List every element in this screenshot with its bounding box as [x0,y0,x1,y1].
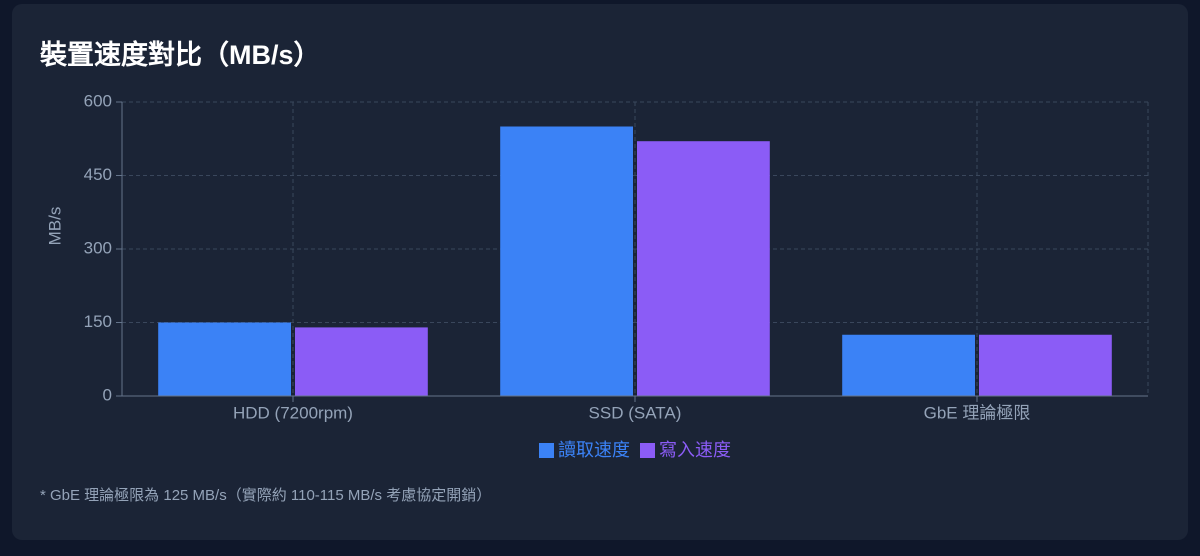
legend-label: 讀取速度 [558,440,630,460]
bar [500,126,633,396]
bar [637,141,770,396]
x-tick-label: GbE 理論極限 [924,403,1031,422]
y-tick-label: 150 [84,312,112,331]
y-tick-label: 0 [103,385,112,404]
bar [295,327,428,396]
x-tick-label: HDD (7200rpm) [233,403,353,422]
x-tick-label: SSD (SATA) [589,403,682,422]
y-tick-label: 300 [84,238,112,257]
legend-swatch [640,443,655,458]
y-tick-label: 450 [84,165,112,184]
footnote: * GbE 理論極限為 125 MB/s（實際約 110-115 MB/s 考慮… [40,486,491,504]
legend-label: 寫入速度 [659,440,731,460]
chart-title: 裝置速度對比（MB/s） [39,39,321,70]
bar [979,334,1112,396]
bar [158,322,291,396]
legend-swatch [539,443,554,458]
bar [842,334,975,396]
y-tick-label: 600 [84,91,112,110]
y-axis-label: MB/s [45,207,64,246]
